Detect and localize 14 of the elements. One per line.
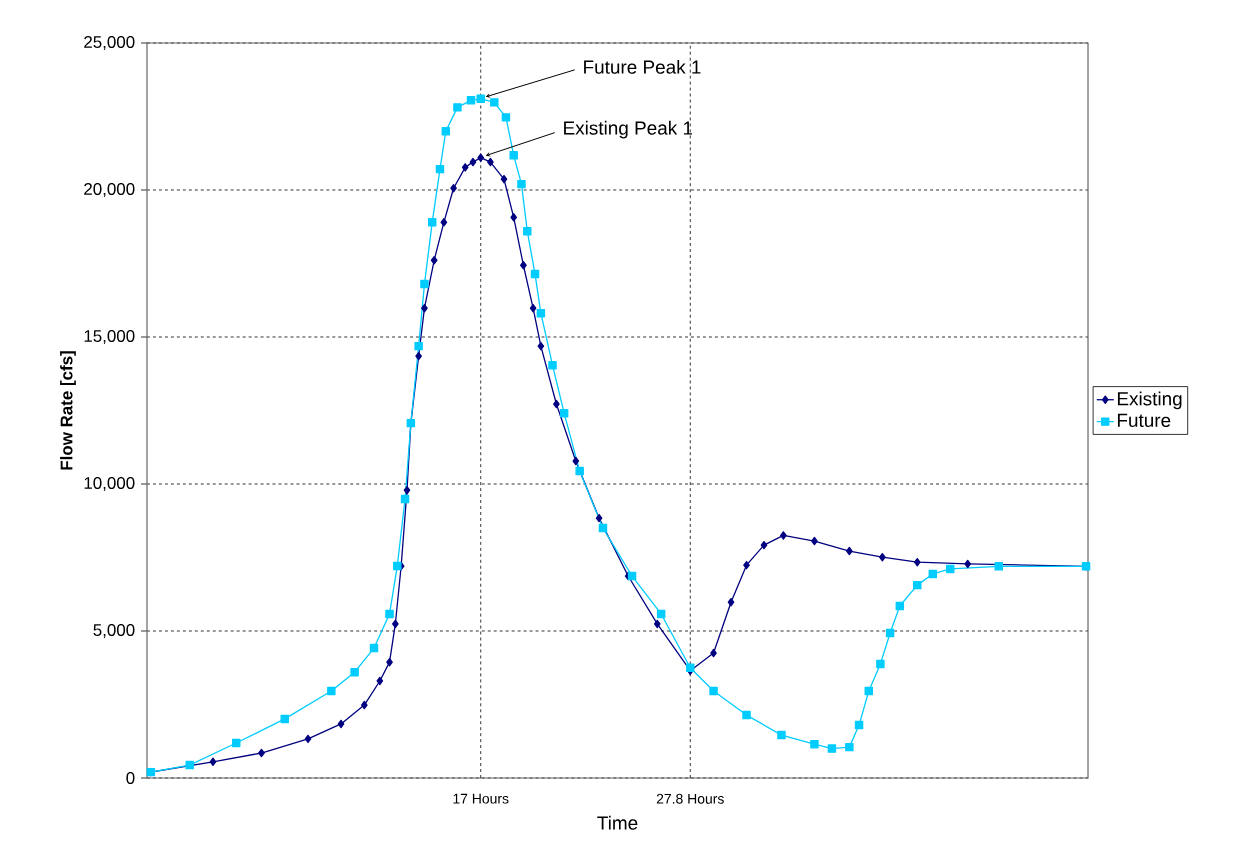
legend-label: Existing xyxy=(1117,391,1182,410)
y-tick-label: 25,000 xyxy=(84,35,135,50)
ref-line-label: 17 Hours xyxy=(453,793,509,804)
y-tick-label: 20,000 xyxy=(84,182,135,197)
annotation: Existing Peak 1 xyxy=(564,120,693,139)
y-tick-label: 10,000 xyxy=(84,477,135,491)
y-tick-label: 5,000 xyxy=(93,624,135,638)
y-tick-label: 0 xyxy=(126,772,135,784)
x-axis-title: Time xyxy=(597,815,638,830)
legend-label: Future xyxy=(1117,413,1171,428)
y-tick-label: 15,000 xyxy=(84,330,135,344)
annotation: Future Peak 1 xyxy=(584,59,701,74)
y-axis-title: Flow Rate [cfs] xyxy=(60,351,76,470)
ref-line-label: 27.8 Hours xyxy=(656,793,724,804)
